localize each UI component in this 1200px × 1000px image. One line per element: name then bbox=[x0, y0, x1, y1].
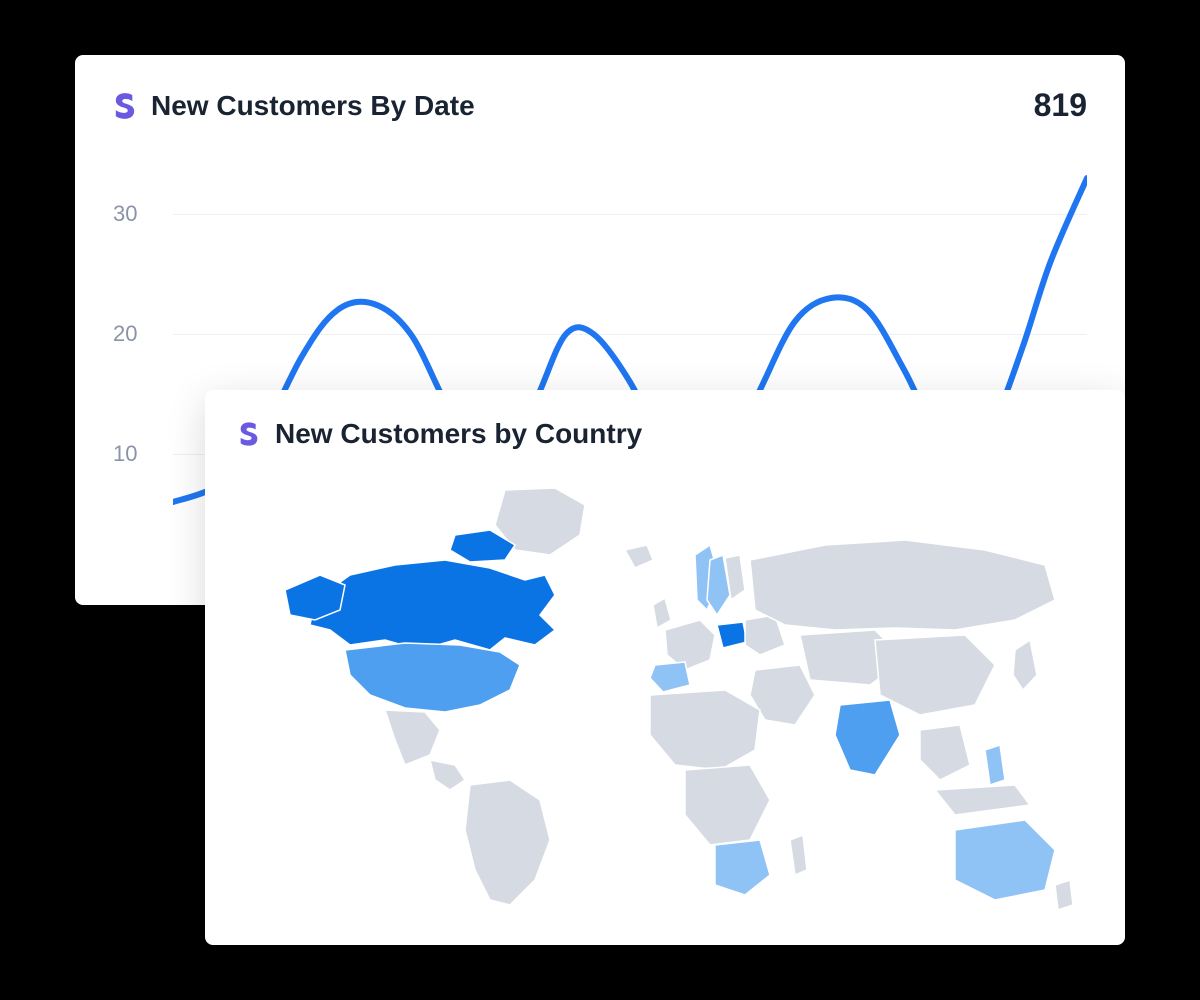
map-region-spain bbox=[650, 662, 690, 692]
map-region-iceland bbox=[625, 545, 653, 568]
map-region-central-america bbox=[430, 760, 465, 790]
map-region-philippines bbox=[985, 745, 1005, 785]
map-region-se-asia bbox=[920, 725, 970, 780]
map-region-south-africa bbox=[715, 840, 770, 895]
card-header: New Customers by Country bbox=[237, 418, 1093, 450]
world-map bbox=[237, 470, 1093, 930]
card-metric: 819 bbox=[1034, 87, 1087, 124]
title-group: New Customers by Country bbox=[237, 418, 642, 450]
map-region-china bbox=[875, 635, 995, 715]
map-region-north-africa bbox=[650, 690, 760, 770]
y-tick-label: 30 bbox=[113, 201, 137, 227]
stripe-icon bbox=[237, 420, 261, 448]
map-region-india bbox=[835, 700, 900, 775]
map-region-new-zealand bbox=[1055, 880, 1073, 910]
y-axis: 10 20 30 bbox=[113, 154, 163, 574]
card-new-customers-by-country: New Customers by Country bbox=[205, 390, 1125, 945]
map-region-japan bbox=[1013, 640, 1037, 690]
map-region-indonesia bbox=[935, 785, 1030, 815]
map-region-poland bbox=[717, 622, 747, 648]
y-tick-label: 10 bbox=[113, 441, 137, 467]
map-region-australia bbox=[955, 820, 1055, 900]
map-region-united-states bbox=[345, 643, 520, 712]
title-group: New Customers By Date bbox=[113, 90, 475, 122]
card-title: New Customers By Date bbox=[151, 90, 475, 122]
map-region-madagascar bbox=[790, 835, 807, 875]
map-region-mexico bbox=[385, 710, 440, 765]
stripe-icon bbox=[113, 92, 137, 120]
card-title: New Customers by Country bbox=[275, 418, 642, 450]
map-region-central-africa bbox=[685, 765, 770, 845]
map-region-uk bbox=[653, 598, 671, 628]
map-region-russia bbox=[750, 540, 1055, 630]
y-tick-label: 20 bbox=[113, 321, 137, 347]
map-region-south-america bbox=[465, 780, 550, 905]
card-header: New Customers By Date 819 bbox=[113, 87, 1087, 124]
map-region-canada bbox=[310, 560, 555, 650]
world-map-svg bbox=[255, 480, 1075, 920]
